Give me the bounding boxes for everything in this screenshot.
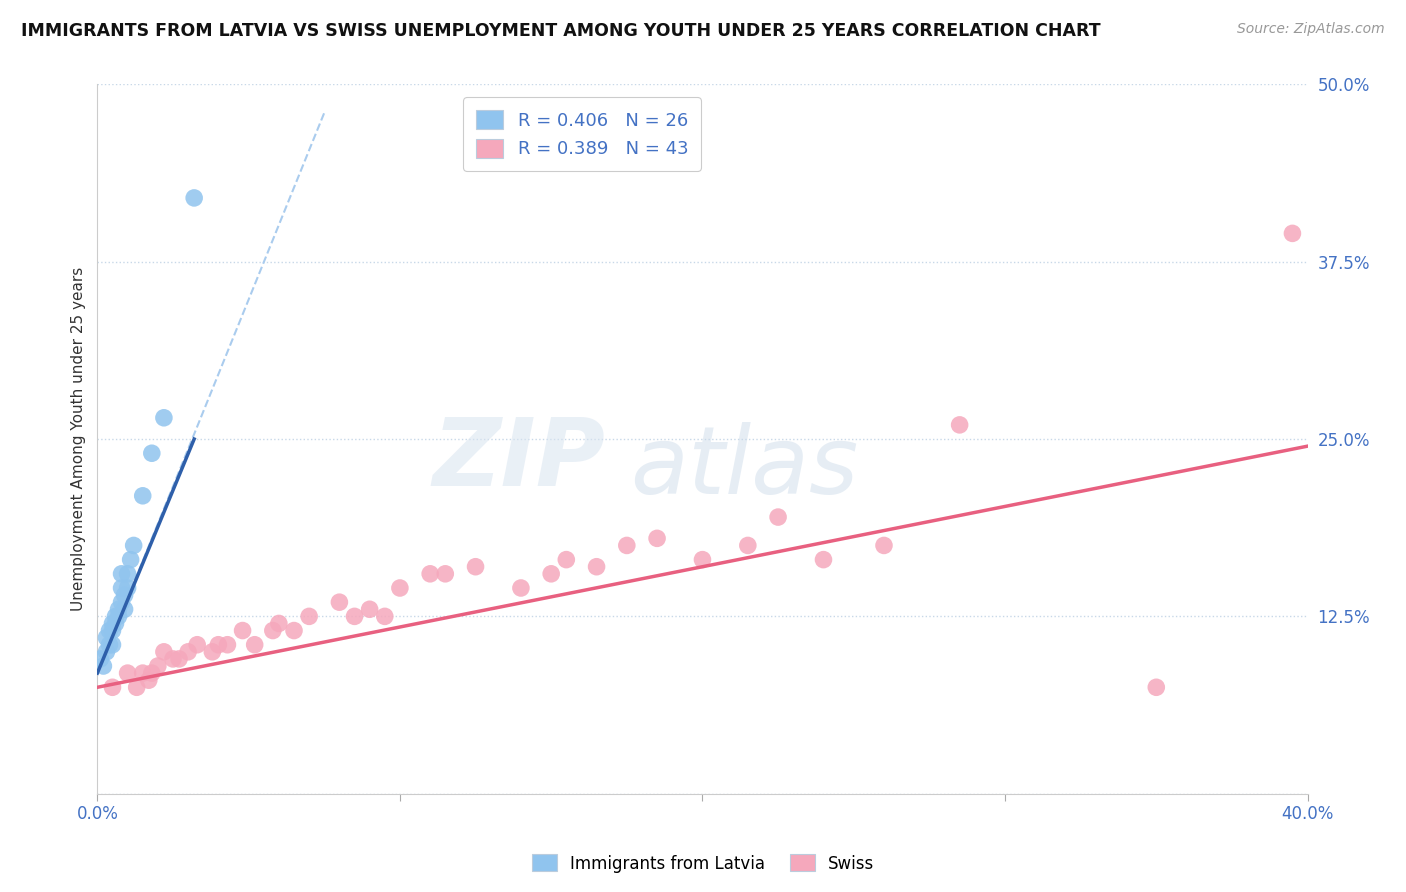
Point <box>138 673 160 688</box>
Point <box>267 616 290 631</box>
Y-axis label: Unemployment Among Youth under 25 years: Unemployment Among Youth under 25 years <box>72 267 86 611</box>
Point <box>359 602 381 616</box>
Point <box>283 624 305 638</box>
Point <box>98 638 121 652</box>
Point <box>101 616 124 631</box>
Point <box>217 638 239 652</box>
Point <box>117 566 139 581</box>
Point <box>374 609 396 624</box>
Point <box>207 638 229 652</box>
Point <box>110 595 132 609</box>
Point <box>117 666 139 681</box>
Point <box>585 559 607 574</box>
Point <box>153 645 176 659</box>
Point <box>262 624 284 638</box>
Point <box>110 581 132 595</box>
Point <box>243 638 266 652</box>
Text: IMMIGRANTS FROM LATVIA VS SWISS UNEMPLOYMENT AMONG YOUTH UNDER 25 YEARS CORRELAT: IMMIGRANTS FROM LATVIA VS SWISS UNEMPLOY… <box>21 22 1101 40</box>
Point <box>419 566 441 581</box>
Point <box>328 595 350 609</box>
Point <box>107 602 129 616</box>
Point <box>510 581 533 595</box>
Point <box>183 191 205 205</box>
Point <box>177 645 200 659</box>
Point <box>555 552 578 566</box>
Point <box>1144 681 1167 695</box>
Point <box>120 552 142 566</box>
Point <box>114 602 136 616</box>
Point <box>146 659 169 673</box>
Point <box>122 538 145 552</box>
Text: ZIP: ZIP <box>433 415 606 507</box>
Point <box>101 624 124 638</box>
Point <box>298 609 321 624</box>
Point <box>186 638 208 652</box>
Point <box>692 552 714 566</box>
Point <box>101 638 124 652</box>
Point <box>464 559 486 574</box>
Point <box>201 645 224 659</box>
Point <box>153 410 176 425</box>
Point <box>162 652 184 666</box>
Point <box>540 566 562 581</box>
Point <box>98 624 121 638</box>
Point <box>101 681 124 695</box>
Point <box>132 666 155 681</box>
Point <box>1281 227 1303 241</box>
Legend: R = 0.406   N = 26, R = 0.389   N = 43: R = 0.406 N = 26, R = 0.389 N = 43 <box>464 97 700 171</box>
Point <box>167 652 190 666</box>
Point <box>343 609 366 624</box>
Point <box>96 645 118 659</box>
Point <box>766 510 789 524</box>
Point <box>616 538 638 552</box>
Point <box>737 538 759 552</box>
Point <box>873 538 896 552</box>
Point <box>645 532 668 546</box>
Point <box>949 417 972 432</box>
Legend: Immigrants from Latvia, Swiss: Immigrants from Latvia, Swiss <box>524 847 882 880</box>
Point <box>125 681 148 695</box>
Text: atlas: atlas <box>630 422 858 513</box>
Point <box>107 609 129 624</box>
Point <box>141 446 163 460</box>
Point <box>132 489 155 503</box>
Point <box>93 659 115 673</box>
Point <box>89 652 111 666</box>
Point <box>388 581 411 595</box>
Point <box>110 566 132 581</box>
Point <box>114 588 136 602</box>
Point <box>434 566 457 581</box>
Text: Source: ZipAtlas.com: Source: ZipAtlas.com <box>1237 22 1385 37</box>
Point <box>104 616 127 631</box>
Point <box>117 581 139 595</box>
Point <box>813 552 835 566</box>
Point <box>232 624 254 638</box>
Point <box>104 609 127 624</box>
Point <box>96 631 118 645</box>
Point <box>141 666 163 681</box>
